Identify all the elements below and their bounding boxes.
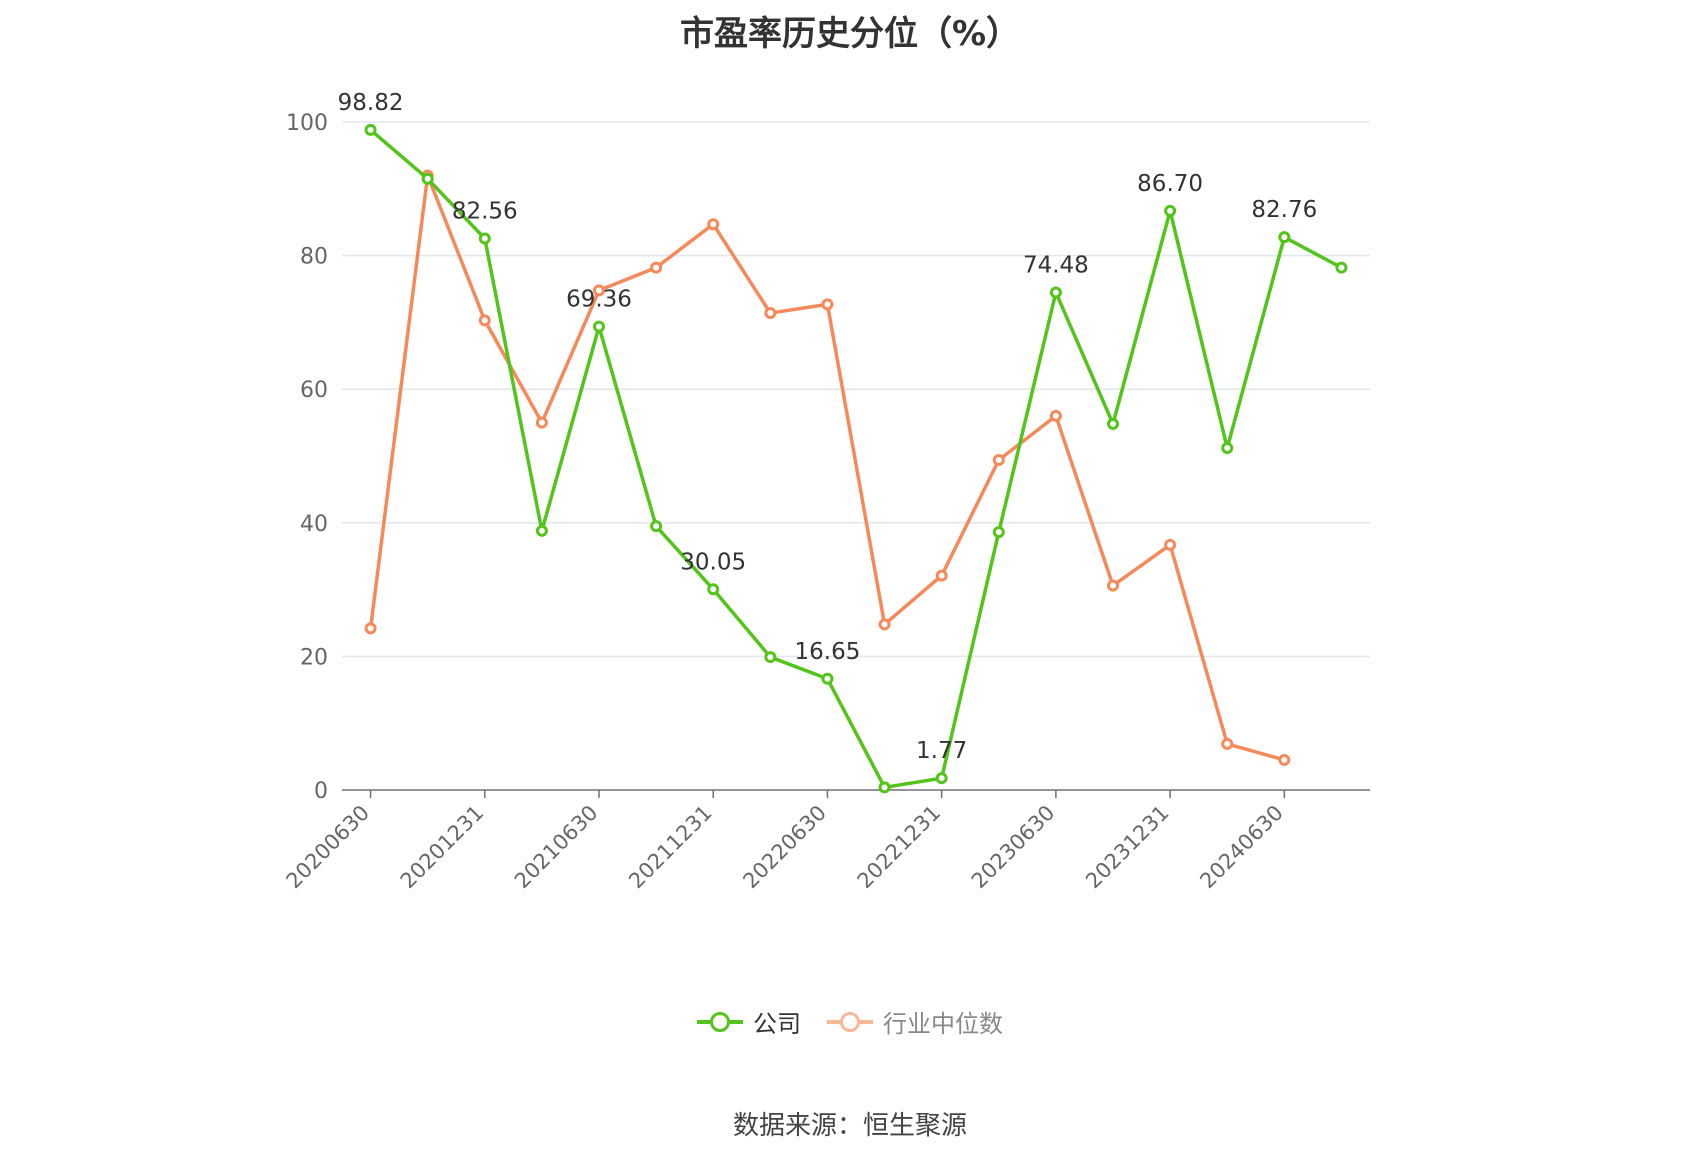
axes: 0 20 40 60 80 100 20200630 20201231 20210630 2021…: [282, 111, 1370, 893]
data-label-s0-2: 82.56: [452, 198, 518, 224]
x-tick-label-20221231: 20221231: [853, 801, 946, 894]
data-source-note: 数据来源：恒生聚源: [732, 1111, 967, 1141]
data-point-s1-3: [535, 416, 548, 429]
data-point-s0-2: [478, 232, 491, 245]
legend-swatch-company: [697, 1011, 743, 1032]
y-tick-label-40: 40: [300, 512, 328, 537]
data-point-s0-3: [535, 524, 548, 537]
data-point-s1-9: [878, 618, 891, 631]
legend-item-industry-median[interactable]: 行业中位数: [827, 1004, 1003, 1039]
x-tick-label-20220630: 20220630: [738, 801, 831, 894]
data-point-s0-11: [992, 526, 1005, 539]
data-label-s0-4: 69.36: [566, 287, 632, 313]
series-line-1: [368, 173, 1285, 762]
data-point-s0-15: [1221, 441, 1234, 454]
data-point-s1-8: [821, 298, 834, 311]
data-label-s0-10: 1.77: [916, 738, 967, 764]
data-point-s1-16: [1278, 753, 1291, 766]
data-point-s1-2: [478, 314, 491, 327]
data-label-s0-8: 16.65: [795, 639, 861, 665]
data-point-s0-13: [1107, 417, 1119, 430]
data-label-s0-12: 74.48: [1023, 252, 1089, 278]
series-line-0: [369, 128, 1343, 790]
x-tick-label-20230630: 20230630: [967, 801, 1060, 894]
data-point-s1-11: [992, 454, 1005, 467]
legend-item-company[interactable]: 公司: [697, 1004, 801, 1039]
series-layer: [364, 123, 1348, 794]
y-tick-label-80: 80: [300, 245, 328, 270]
line-chart: 0 20 40 60 80 100 20200630 20201231 20210630 2021…: [282, 90, 1370, 893]
data-point-s0-9: [878, 781, 891, 794]
data-label-s0-6: 30.05: [680, 549, 746, 575]
y-tick-label-20: 20: [300, 645, 328, 670]
legend: 公司 行业中位数: [0, 1004, 1700, 1039]
data-point-s0-16: [1278, 231, 1291, 244]
data-labels: 98.82 82.56 69.36 30.05 16.65 1.77 74.48 86.70 8…: [338, 90, 1318, 764]
data-point-s1-15: [1221, 737, 1234, 750]
data-point-s0-14: [1164, 204, 1177, 217]
data-point-s1-10: [935, 569, 948, 582]
legend-label-industry-median: 行业中位数: [883, 1010, 1003, 1038]
data-point-s1-5: [650, 261, 663, 274]
legend-swatch-industry-median: [827, 1011, 873, 1032]
x-tick-label-20201231: 20201231: [396, 801, 489, 894]
legend-label-company: 公司: [753, 1010, 801, 1038]
y-tick-label-100: 100: [286, 111, 328, 136]
data-point-s0-4: [593, 320, 605, 333]
data-label-s0-14: 86.70: [1137, 171, 1203, 197]
data-point-s0-0: [364, 123, 377, 136]
data-point-s0-7: [764, 651, 777, 664]
chart-title: 市盈率历史分位（%）: [679, 14, 1021, 54]
data-point-s1-12: [1049, 409, 1062, 422]
data-point-s0-10: [935, 772, 948, 785]
x-tick-label-20231231: 20231231: [1081, 801, 1174, 894]
data-point-s1-6: [707, 218, 720, 231]
data-point-s1-14: [1164, 538, 1177, 551]
data-point-s1-7: [764, 307, 777, 320]
data-point-s0-12: [1049, 286, 1062, 299]
y-tick-label-60: 60: [300, 378, 328, 403]
x-tick-label-20211231: 20211231: [624, 801, 717, 894]
data-point-s0-1: [421, 172, 434, 185]
data-point-s1-4: [593, 284, 605, 297]
data-point-s0-6: [707, 583, 720, 596]
data-point-s0-17: [1335, 261, 1348, 274]
data-label-s0-16: 82.76: [1251, 197, 1317, 223]
x-tick-label-20200630: 20200630: [282, 801, 375, 894]
data-point-s1-0: [364, 622, 377, 635]
data-point-s0-8: [821, 672, 834, 685]
x-tick-label-20240630: 20240630: [1195, 801, 1288, 894]
data-label-s0-0: 98.82: [338, 90, 404, 116]
x-tick-label-20210630: 20210630: [510, 801, 603, 894]
data-point-s1-13: [1107, 579, 1119, 592]
data-point-s0-5: [650, 520, 663, 533]
y-tick-label-0: 0: [314, 779, 328, 804]
